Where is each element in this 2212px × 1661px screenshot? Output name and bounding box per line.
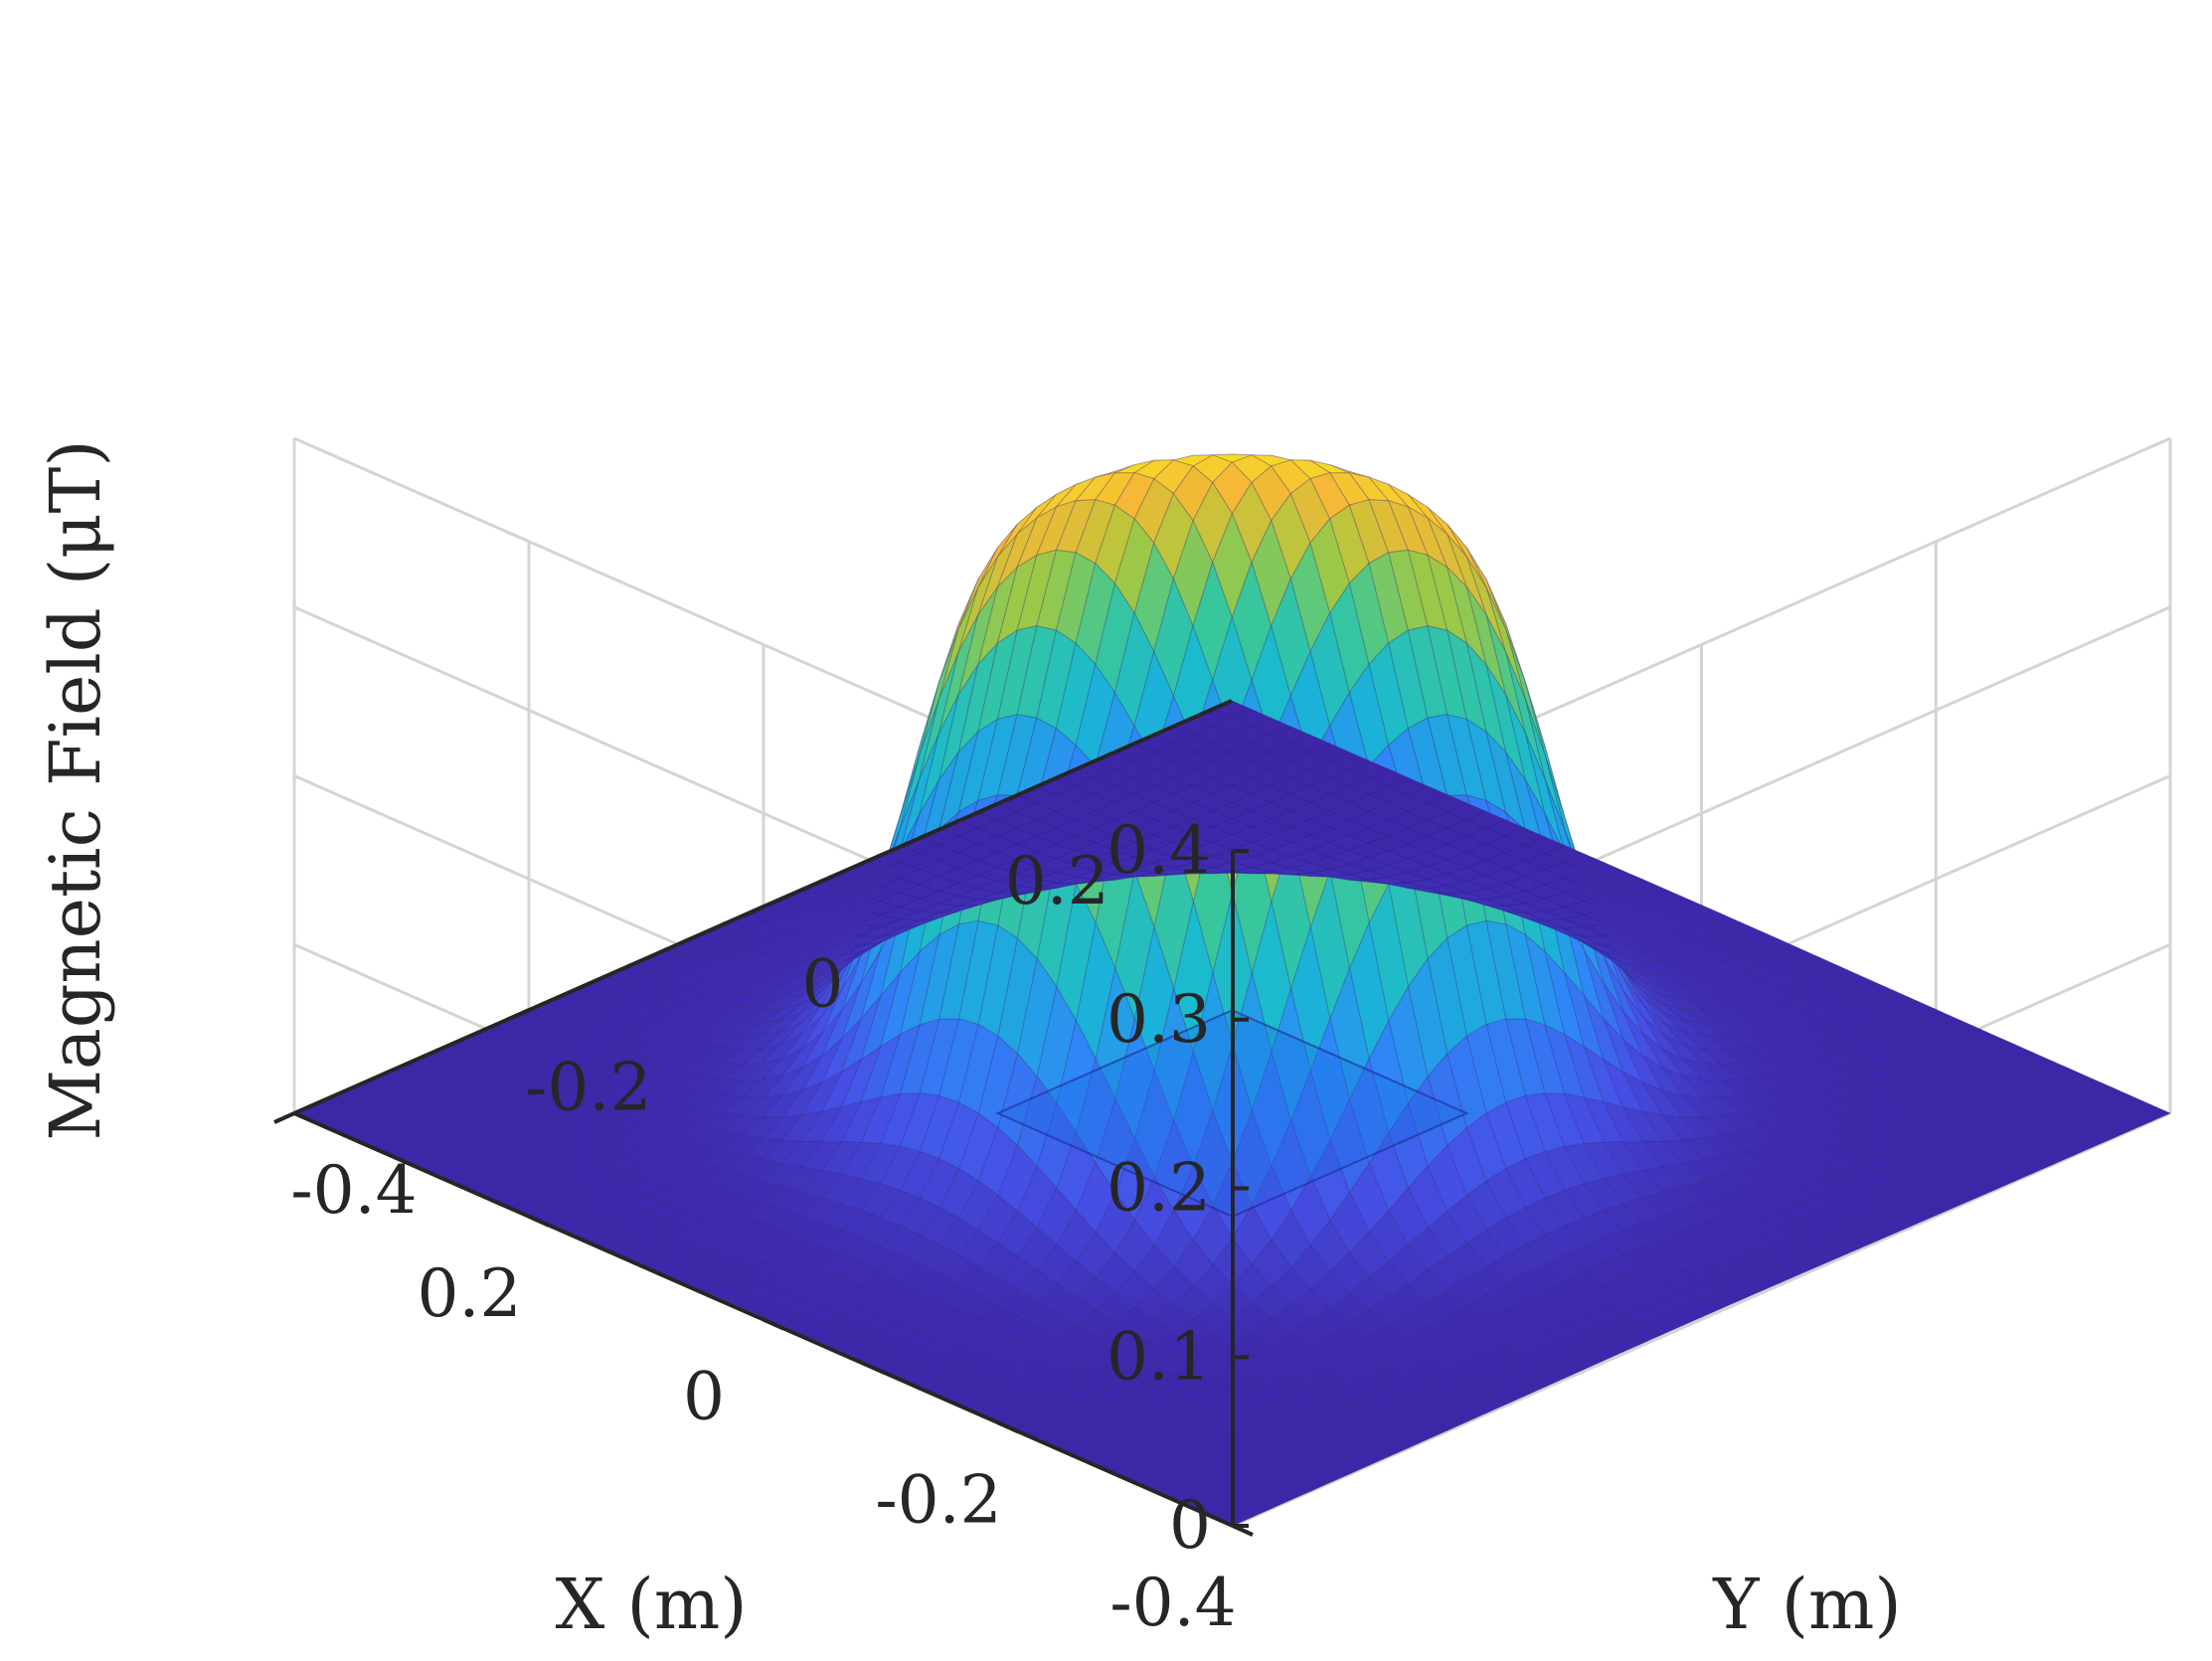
x-tick-mark: [763, 1317, 784, 1331]
surface-plot: [292, 453, 2172, 1527]
x-tick-mark: [997, 1420, 1019, 1434]
x-tick-mark: [1232, 1524, 1254, 1537]
x-tick-mark: [528, 1214, 550, 1228]
y-tick-mark: [273, 1111, 295, 1124]
y-axis-label: Y (m): [1712, 1564, 1901, 1645]
y-tick-label: -0.4: [290, 1152, 417, 1229]
y-tick-label: 0: [802, 946, 844, 1023]
y-tick-label: 0.2: [1005, 843, 1109, 919]
x-tick-label: 0.2: [418, 1255, 522, 1332]
z-tick-label: 0.3: [1106, 981, 1211, 1058]
z-tick-label: 0.2: [1106, 1150, 1211, 1227]
y-tick-mark: [976, 801, 999, 815]
y-tick-label: -0.2: [525, 1049, 651, 1125]
z-tick-label: 0.4: [1106, 812, 1211, 889]
z-tick-label: 0.1: [1106, 1318, 1211, 1395]
x-tick-label: 0: [683, 1359, 725, 1435]
x-tick-label: -0.2: [875, 1461, 1001, 1538]
z-axis-label: Magnetic Field (μT): [35, 439, 116, 1140]
z-tick-label: 0: [1169, 1487, 1211, 1564]
y-tick-mark: [742, 905, 765, 918]
x-axis-label: X (m): [555, 1564, 747, 1645]
axes: [273, 699, 1254, 1537]
y-tick-mark: [507, 1008, 530, 1022]
x-tick-label: -0.4: [1109, 1565, 1236, 1641]
tick-labels: 00.10.20.30.4-0.4-0.200.2-0.4-0.200.2: [290, 812, 1236, 1641]
